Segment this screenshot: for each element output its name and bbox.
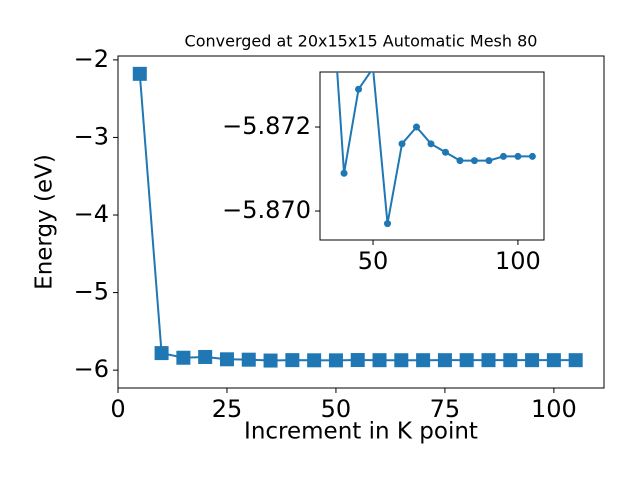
marker: [132, 66, 147, 81]
marker: [485, 157, 493, 165]
x-tick-label: 100: [531, 395, 577, 423]
y-tick-label: −2: [74, 45, 109, 73]
x-tick-label: 100: [495, 247, 541, 275]
marker: [437, 353, 452, 368]
marker: [456, 157, 464, 165]
y-axis-label: Energy (eV): [32, 154, 58, 290]
marker: [263, 353, 278, 368]
marker: [307, 353, 322, 368]
marker: [219, 352, 234, 367]
marker: [241, 352, 256, 367]
marker: [499, 152, 507, 160]
y-tick-label: −6: [74, 355, 109, 383]
y-tick-label: −3: [74, 122, 109, 150]
x-tick-label: 50: [321, 395, 352, 423]
marker: [398, 140, 406, 148]
x-tick-label: 0: [110, 395, 125, 423]
chart-title: Converged at 20x15x15 Automatic Mesh 80: [185, 32, 538, 51]
x-tick-label: 50: [358, 247, 389, 275]
marker: [350, 353, 365, 368]
marker: [412, 123, 420, 131]
x-tick-label: 75: [430, 395, 461, 423]
marker: [441, 148, 449, 156]
y-tick-label: −5.870: [222, 196, 311, 224]
marker: [198, 349, 213, 364]
marker: [394, 353, 409, 368]
x-tick-label: 25: [212, 395, 243, 423]
marker: [514, 152, 522, 160]
marker: [285, 353, 300, 368]
y-tick-label: −5.872: [222, 112, 311, 140]
marker: [328, 353, 343, 368]
marker: [546, 353, 561, 368]
x-axis-label: Increment in K point: [244, 419, 478, 445]
marker: [384, 220, 392, 228]
marker: [470, 157, 478, 165]
marker: [568, 353, 583, 368]
marker: [525, 353, 540, 368]
marker: [427, 140, 435, 148]
marker: [459, 353, 474, 368]
y-tick-label: −5: [74, 278, 109, 306]
marker: [355, 85, 363, 93]
marker: [154, 346, 169, 361]
marker: [503, 353, 518, 368]
marker: [528, 152, 536, 160]
marker: [481, 353, 496, 368]
marker: [340, 169, 348, 177]
marker: [372, 353, 387, 368]
marker: [176, 350, 191, 365]
marker: [416, 353, 431, 368]
y-tick-label: −4: [74, 200, 109, 228]
